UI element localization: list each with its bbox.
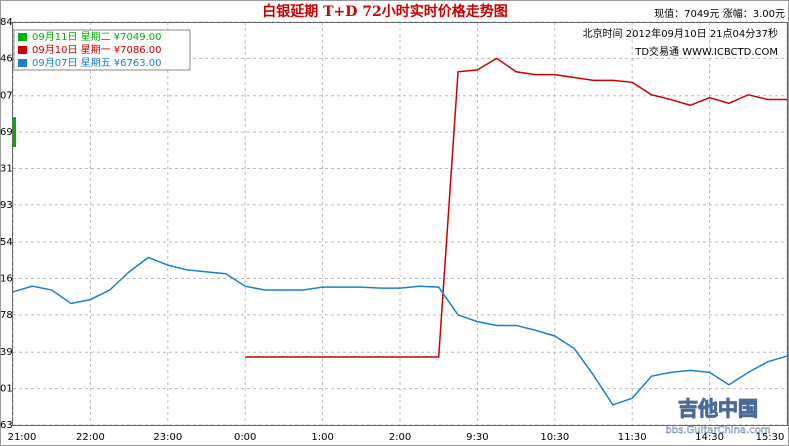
y-tick-label: 16	[0, 274, 13, 285]
y-tick-label: 54	[0, 237, 13, 248]
y-tick-label: 63	[0, 420, 13, 431]
x-tick-label: 14:30	[695, 432, 724, 443]
y-tick-label: 31	[0, 163, 13, 174]
price-point	[13, 117, 16, 148]
x-tick-label: 15:30	[756, 432, 785, 443]
y-tick-label: 39	[0, 347, 13, 358]
y-tick-label: 46	[0, 53, 13, 64]
y-tick-label: 07	[0, 91, 13, 102]
watermark-url: bbs.GuitarChina.com	[665, 425, 770, 436]
y-tick-label: 01	[0, 384, 13, 395]
legend-swatch	[18, 33, 27, 41]
y-tick-label: 78	[0, 310, 13, 321]
x-tick-label: 0:00	[234, 432, 256, 443]
x-tick-label: 9:30	[466, 432, 488, 443]
site-note: TD交易通 WWW.ICBCTD.COM	[634, 45, 778, 58]
x-tick-label: 21:00	[8, 432, 37, 443]
legend-box	[13, 29, 191, 71]
y-tick-label: 84	[0, 17, 13, 28]
watermark: 吉他中国	[678, 397, 758, 421]
legend-label: 09月07日 星期五 ¥6763.00	[32, 57, 162, 69]
plot-frame	[12, 22, 788, 426]
price-line	[245, 57, 787, 358]
x-tick-label: 11:30	[618, 432, 647, 443]
y-tick-label: 69	[0, 127, 13, 138]
x-tick-label: 22:00	[76, 432, 105, 443]
chart-title: 白银延期 T+D 72小时实时价格走势图	[262, 3, 508, 20]
y-tick-label: 93	[0, 200, 13, 211]
legend-label: 09月11日 星期二 ¥7049.00	[32, 31, 162, 43]
legend-label: 09月10日 星期一 ¥7086.00	[32, 44, 162, 56]
price-line	[12, 256, 788, 406]
subtitle: 现值：7049元 涨幅：3.00元	[654, 7, 785, 20]
x-tick-label: 23:00	[153, 432, 182, 443]
legend-swatch	[18, 46, 27, 54]
x-tick-label: 2:00	[389, 432, 411, 443]
time-note: 北京时间 2012年09月10日 21点04分37秒	[583, 27, 778, 40]
x-tick-label: 1:00	[311, 432, 333, 443]
x-tick-label: 10:30	[540, 432, 569, 443]
legend-swatch	[18, 59, 27, 67]
